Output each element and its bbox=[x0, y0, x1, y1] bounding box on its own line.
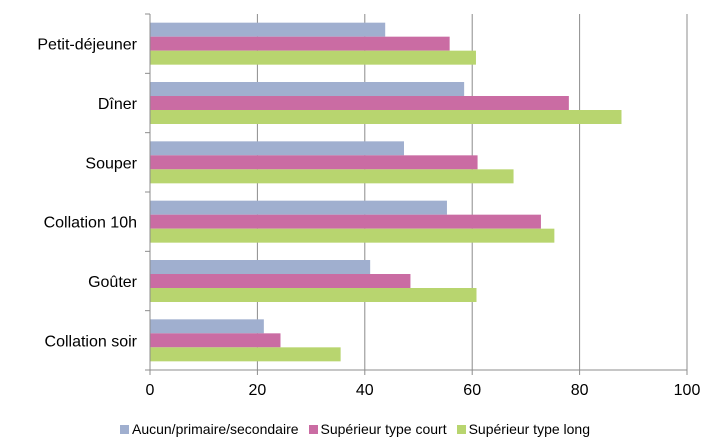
bar-2-0 bbox=[150, 50, 476, 65]
legend-item-long: Supérieur type long bbox=[456, 421, 591, 437]
bar-0-3 bbox=[150, 200, 447, 215]
legend-label-aucun: Aucun/primaire/secondaire bbox=[131, 421, 299, 437]
category-label-4: Goûter bbox=[88, 274, 138, 291]
category-label-3: Collation 10h bbox=[44, 215, 137, 232]
bar-0-0 bbox=[150, 22, 386, 37]
bar-1-5 bbox=[150, 333, 281, 348]
category-label-0: Petit-déjeuner bbox=[37, 37, 137, 54]
bar-2-3 bbox=[150, 228, 555, 243]
legend-swatch-aucun bbox=[119, 424, 129, 434]
x-tick-label-0: 0 bbox=[146, 382, 155, 399]
bar-chart: Petit-déjeuner Dîner Souper Collation 10h Go… bbox=[37, 13, 701, 399]
bar-0-1 bbox=[150, 82, 465, 96]
bar-1-1 bbox=[150, 96, 569, 110]
legend-swatch-court bbox=[308, 424, 318, 434]
bar-2-2 bbox=[150, 169, 514, 184]
bar-1-3 bbox=[150, 214, 541, 229]
bar-1-2 bbox=[150, 155, 478, 170]
x-tick-label-100: 100 bbox=[674, 382, 701, 399]
x-tick-label-40: 40 bbox=[356, 382, 374, 399]
bar-0-5 bbox=[150, 319, 264, 334]
x-tick-label-80: 80 bbox=[571, 382, 589, 399]
bar-2-5 bbox=[150, 347, 341, 362]
bar-1-4 bbox=[150, 274, 411, 288]
x-tick-label-60: 60 bbox=[463, 382, 481, 399]
category-label-2: Souper bbox=[85, 155, 137, 172]
legend-item-aucun: Aucun/primaire/secondaire bbox=[119, 421, 299, 437]
legend-swatch-long bbox=[456, 424, 466, 434]
legend-item-court: Supérieur type court bbox=[308, 421, 447, 437]
legend-label-long: Supérieur type long bbox=[468, 421, 591, 437]
bar-0-4 bbox=[150, 260, 371, 274]
bar-0-2 bbox=[150, 141, 405, 156]
category-label-1: Dîner bbox=[98, 96, 138, 113]
category-label-5: Collation soir bbox=[45, 333, 138, 350]
x-tick-label-20: 20 bbox=[249, 382, 267, 399]
legend-label-court: Supérieur type court bbox=[320, 421, 447, 437]
bar-2-1 bbox=[150, 110, 622, 124]
legend: Aucun/primaire/secondaire Supérieur type… bbox=[0, 418, 710, 440]
bar-2-4 bbox=[150, 288, 477, 302]
bar-1-0 bbox=[150, 36, 450, 51]
